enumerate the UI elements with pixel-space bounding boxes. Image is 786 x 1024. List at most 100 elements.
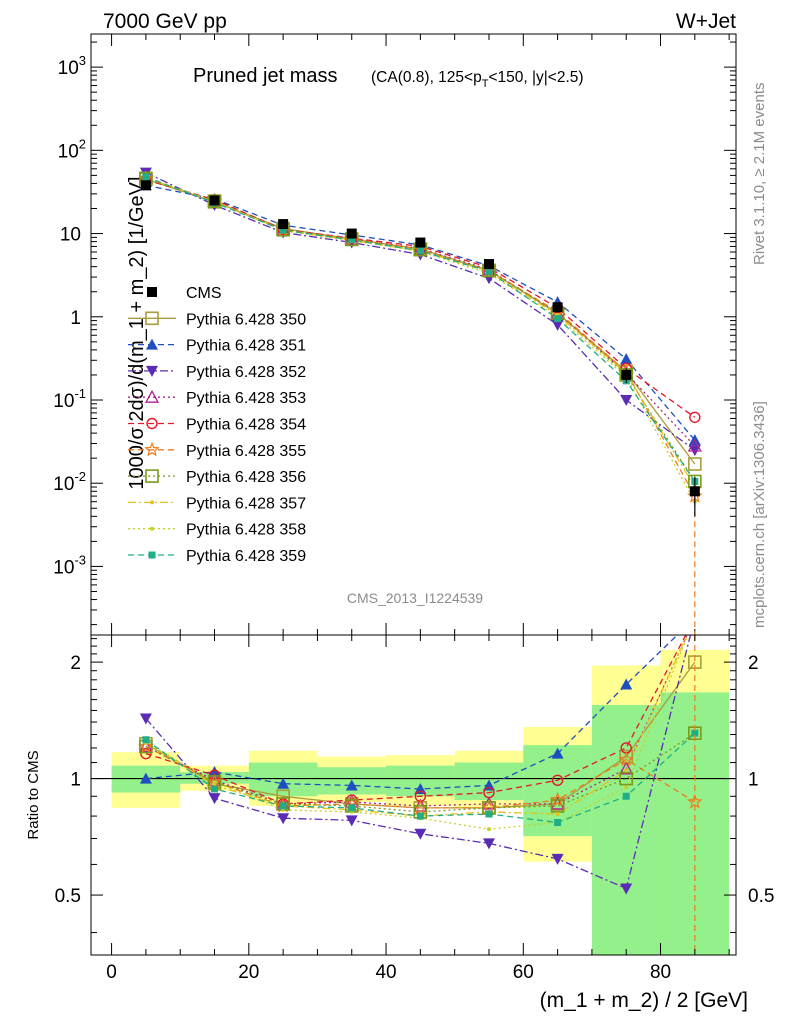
y-tick-label: 103 xyxy=(58,53,86,79)
data-point xyxy=(346,228,357,239)
ratio-series-point xyxy=(618,751,634,767)
ratio-series-point xyxy=(211,785,219,793)
ratio-series-point xyxy=(208,793,221,805)
ratio-series-group xyxy=(138,635,703,895)
ratio-series-point xyxy=(554,819,562,827)
ratio-series-point xyxy=(277,777,290,789)
ratio-series-point xyxy=(620,678,633,690)
main-frame xyxy=(90,33,737,636)
legend-label: Pythia 6.428 358 xyxy=(186,522,306,539)
plot-title-cuts: (CA(0.8), 125<pT<150, |y|<2.5) xyxy=(371,69,584,90)
data-point xyxy=(415,237,426,248)
x-tick-label: 0 xyxy=(106,962,117,983)
series-point xyxy=(689,411,701,423)
ratio-series-point xyxy=(345,815,358,827)
x-tick-label: 20 xyxy=(238,962,259,983)
ratio-series-point xyxy=(686,793,703,809)
ratio-series-point xyxy=(277,813,290,825)
series-point xyxy=(620,353,633,365)
legend-marker xyxy=(146,417,158,430)
ratio-series-point xyxy=(619,761,634,775)
ratio-y-tick-label: 2 xyxy=(70,653,81,674)
series-point xyxy=(207,194,222,208)
series-point xyxy=(688,457,702,471)
ratio-series-point xyxy=(348,804,356,812)
series-point xyxy=(348,236,356,244)
data-point xyxy=(209,195,220,206)
analysis-id: CMS_2013_I1224539 xyxy=(347,590,483,606)
legend-label: Pythia 6.428 354 xyxy=(186,417,306,434)
ratio-series-point xyxy=(208,765,221,777)
main-panel: 10-3 10-2 10-1 1 10 102 103 xyxy=(53,33,737,636)
ratio-y-tick-label: 1 xyxy=(70,770,81,791)
ratio-series-point xyxy=(345,779,358,791)
ratio-series-point xyxy=(139,713,152,725)
legend-label: Pythia 6.428 357 xyxy=(186,495,306,512)
ratio-series-point xyxy=(138,739,153,753)
legend-label: Pythia 6.428 350 xyxy=(186,311,306,328)
y-tick-label: 1 xyxy=(70,308,81,329)
legend-marker xyxy=(144,441,160,457)
legend-marker xyxy=(148,551,156,559)
ratio-series-line xyxy=(145,635,687,805)
series-point xyxy=(416,247,424,255)
ratio-series-point xyxy=(483,786,495,799)
y-tick-label: 10-1 xyxy=(53,386,86,412)
ratio-y-tick-label-right: 2 xyxy=(748,653,759,674)
legend-marker xyxy=(145,469,159,483)
main-y-axis-label: 1000/σ 2dσ)/d(m_1 + m_2) [1/GeV] xyxy=(126,176,148,489)
legend-label: Pythia 6.428 355 xyxy=(186,443,306,460)
legend-label: Pythia 6.428 351 xyxy=(186,338,306,355)
rivet-label: Rivet 3.1.10, ≥ 2.1M events xyxy=(751,83,768,266)
ratio-series-point xyxy=(414,828,427,840)
x-axis-label: (m_1 + m_2) / 2 [GeV] xyxy=(540,989,748,1012)
ratio-frame xyxy=(90,634,737,956)
legend-marker xyxy=(145,311,159,326)
series-point xyxy=(551,319,564,331)
ratio-y-tick-label: 0.5 xyxy=(55,886,81,907)
ratio-series-point xyxy=(691,729,699,737)
data-point xyxy=(140,180,151,191)
series-line xyxy=(145,179,696,418)
header-left: 7000 GeV pp xyxy=(103,10,227,33)
ratio-series-point xyxy=(555,811,560,816)
y-tick-label: 10-3 xyxy=(53,552,86,578)
ratio-series-point xyxy=(624,768,629,773)
header-right: W+Jet xyxy=(676,10,736,33)
ratio-y-tick-label-right: 0.5 xyxy=(748,886,774,907)
ratio-series-point xyxy=(482,779,495,791)
ratio-series-point xyxy=(551,853,564,865)
ratio-series-point xyxy=(279,802,287,810)
legend-marker xyxy=(150,500,154,505)
ratio-series-point xyxy=(481,796,497,810)
mcplots-label: mcplots.cern.ch [arXiv:1306.3436] xyxy=(751,401,768,628)
x-tick-label: 60 xyxy=(513,962,534,983)
ratio-series-point xyxy=(551,747,564,759)
ratio-series-point xyxy=(138,738,154,754)
series-point xyxy=(687,438,702,452)
legend-marker xyxy=(150,526,154,531)
series-line xyxy=(145,177,696,482)
legend-marker xyxy=(146,365,158,377)
uncertainty-band-green xyxy=(591,704,661,955)
y-tick-label: 102 xyxy=(58,136,86,162)
ratio-series-point xyxy=(622,792,630,800)
ratio-y-tick-label-right: 1 xyxy=(748,770,759,791)
ratio-series-point xyxy=(619,771,634,786)
y-tick-label: 10 xyxy=(60,225,81,246)
data-point xyxy=(552,302,563,313)
ratio-series-point xyxy=(482,838,495,850)
ratio-series-point xyxy=(485,810,493,818)
legend-label: Pythia 6.428 353 xyxy=(186,390,306,407)
y-tick-label: 10-2 xyxy=(53,469,86,495)
ratio-series-point xyxy=(416,812,424,820)
legend: CMS Pythia 6.428 350 Pythia 6.428 351 Pythi… xyxy=(128,285,306,565)
ratio-series-point xyxy=(142,736,150,744)
data-point xyxy=(689,486,700,497)
series-point xyxy=(485,267,493,275)
legend-label: Pythia 6.428 359 xyxy=(186,548,306,565)
plot-title: Pruned jet mass xyxy=(193,65,338,87)
x-tick-label: 80 xyxy=(650,962,671,983)
ratio-series-point xyxy=(550,799,565,813)
